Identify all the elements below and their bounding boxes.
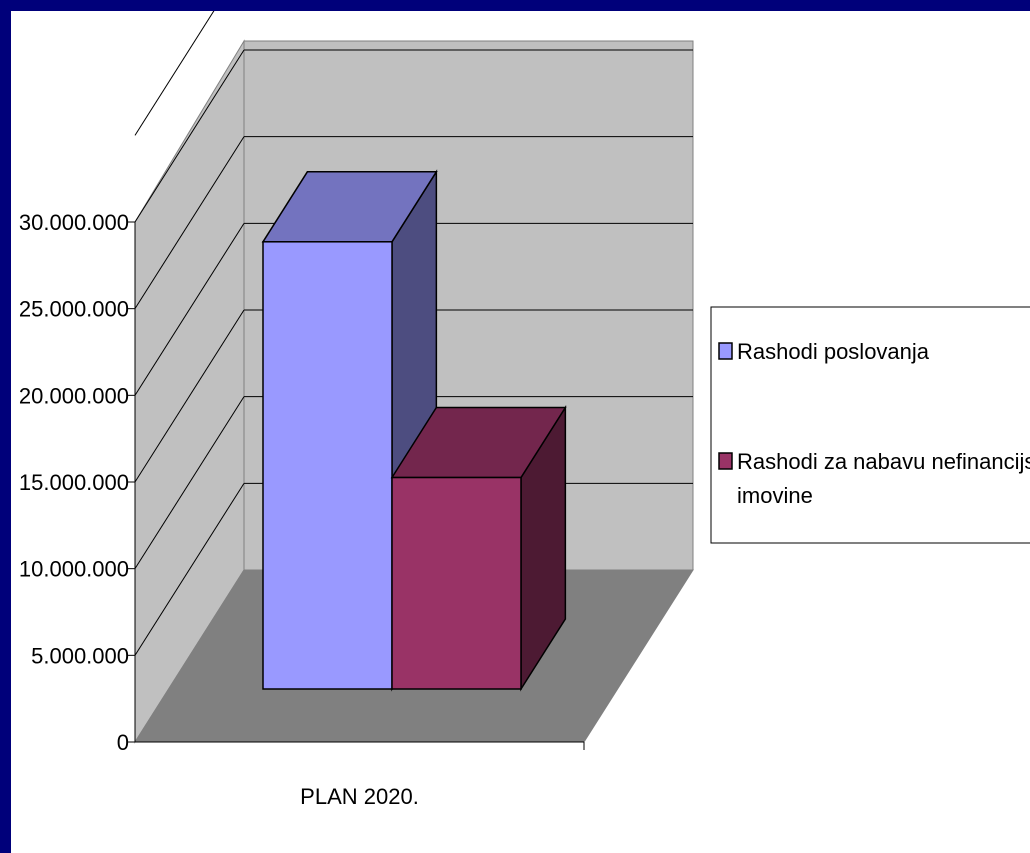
y-tick-label-2: 10.000.000 xyxy=(19,557,129,582)
y-tick-label-4: 20.000.000 xyxy=(19,383,129,408)
gridline-side-6 xyxy=(134,11,215,136)
bar-2 xyxy=(390,404,567,692)
x-axis-categories: PLAN 2020. xyxy=(300,784,419,809)
gridline-side-1 xyxy=(134,396,245,569)
y-tick-label-6: 30.000.000 xyxy=(19,210,129,235)
legend-swatch-2 xyxy=(718,452,733,470)
gridline-side-0 xyxy=(134,483,245,656)
y-tick-label-3: 15.000.000 xyxy=(19,470,129,495)
bar-1-front xyxy=(262,241,393,690)
gridline-side-4 xyxy=(134,136,245,309)
y-tick-label-5: 25.000.000 xyxy=(19,297,129,322)
slide-frame: 0 5.000.000 10.000.000 15.000.000 20.000.000… xyxy=(11,11,1030,853)
y-tick-label-0: 0 xyxy=(117,730,129,755)
gridline-side-2 xyxy=(134,309,245,483)
y-axis-ticks: 0 5.000.000 10.000.000 15.000.000 20.000.000… xyxy=(19,210,135,755)
legend-swatch-1 xyxy=(718,342,733,360)
legend-label-2-line-2: imovine xyxy=(737,483,813,508)
y-tick-label-1: 5.000.000 xyxy=(31,643,129,668)
legend-box xyxy=(710,306,1030,544)
bar-chart: 0 5.000.000 10.000.000 15.000.000 20.000.000… xyxy=(19,11,1030,809)
chart-legend: Rashodi poslovanja Rashodi za nabavu nefi… xyxy=(710,306,1030,544)
x-category-label-0: PLAN 2020. xyxy=(300,784,419,809)
bar-2-front xyxy=(391,476,522,690)
gridline-side-3 xyxy=(134,223,245,396)
chart-bars xyxy=(261,169,567,692)
gridline-side-5 xyxy=(134,49,245,223)
legend-label-1: Rashodi poslovanja xyxy=(737,339,930,364)
legend-label-2: Rashodi za nabavu nefinancijske xyxy=(737,449,1030,474)
